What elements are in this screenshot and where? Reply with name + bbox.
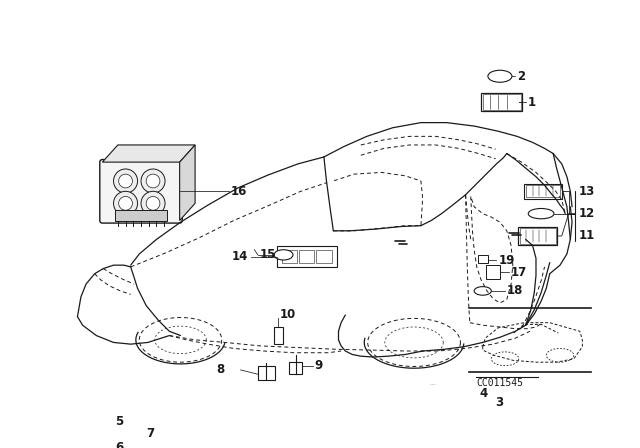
- Ellipse shape: [193, 422, 219, 434]
- Polygon shape: [102, 145, 195, 162]
- Text: 6: 6: [115, 441, 124, 448]
- Text: 18: 18: [507, 284, 523, 297]
- Text: 2: 2: [517, 70, 525, 83]
- Bar: [316, 250, 332, 263]
- Text: 3: 3: [495, 396, 504, 409]
- Bar: [481, 93, 522, 112]
- Circle shape: [113, 169, 138, 193]
- Bar: [422, 387, 444, 397]
- Circle shape: [113, 191, 138, 215]
- Circle shape: [141, 169, 165, 193]
- Text: 15: 15: [259, 248, 276, 261]
- Text: 10: 10: [280, 308, 296, 321]
- Bar: [486, 265, 500, 279]
- Bar: [282, 250, 298, 263]
- Bar: [299, 250, 314, 263]
- Polygon shape: [180, 145, 195, 220]
- Bar: [524, 184, 562, 199]
- Ellipse shape: [528, 208, 554, 219]
- Text: CC011545: CC011545: [476, 379, 523, 388]
- Bar: [274, 327, 283, 344]
- Text: 5: 5: [115, 415, 124, 428]
- Ellipse shape: [274, 250, 293, 260]
- Text: 9: 9: [314, 359, 323, 372]
- Bar: [258, 366, 275, 380]
- Bar: [518, 227, 557, 246]
- Bar: [276, 246, 337, 267]
- Text: 13: 13: [579, 185, 595, 198]
- Text: 19: 19: [498, 254, 515, 267]
- Text: 8: 8: [216, 363, 225, 376]
- Bar: [520, 228, 556, 244]
- FancyBboxPatch shape: [100, 159, 182, 223]
- Text: 14: 14: [232, 250, 248, 263]
- Text: 7: 7: [146, 427, 154, 440]
- Circle shape: [118, 174, 132, 188]
- Bar: [115, 210, 167, 220]
- Ellipse shape: [488, 70, 512, 82]
- Bar: [483, 94, 520, 110]
- Bar: [186, 439, 227, 448]
- Bar: [477, 255, 488, 263]
- Text: 16: 16: [230, 185, 246, 198]
- Bar: [525, 185, 560, 197]
- Circle shape: [146, 174, 160, 188]
- Ellipse shape: [419, 385, 447, 399]
- Text: 4: 4: [479, 388, 488, 401]
- Text: 1: 1: [527, 95, 536, 108]
- Text: 17: 17: [510, 266, 527, 279]
- Bar: [196, 424, 216, 433]
- Text: 12: 12: [579, 207, 595, 220]
- Circle shape: [146, 197, 160, 210]
- Circle shape: [141, 191, 165, 215]
- Text: 11: 11: [579, 229, 595, 242]
- Circle shape: [118, 197, 132, 210]
- Bar: [289, 362, 303, 374]
- Ellipse shape: [474, 287, 492, 295]
